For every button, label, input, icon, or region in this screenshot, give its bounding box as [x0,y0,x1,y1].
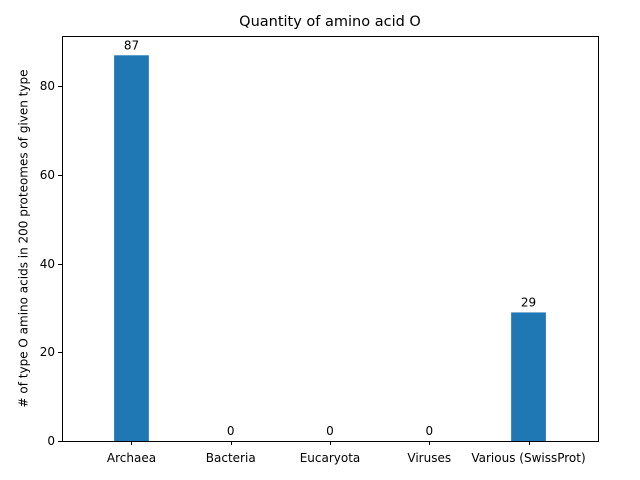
x-tick-label: Various (SwissProt) [471,451,585,465]
plot-frame [62,36,599,442]
data-label: 0 [425,424,433,438]
data-label: 29 [521,295,536,309]
bar [114,55,149,442]
data-label: 87 [124,38,139,52]
bars [114,55,546,442]
bar [511,312,546,441]
data-labels: 87 0 0 0 29 [124,38,536,438]
x-axis: Archaea Bacteria Eucaryota Viruses Various (… [107,441,586,465]
data-label: 0 [227,424,235,438]
y-tick-label: 80 [40,79,55,93]
chart-title: Quantity of amino acid O [239,14,421,30]
x-tick-label: Eucaryota [300,451,361,465]
y-tick-label: 60 [40,168,55,182]
x-tick-label: Bacteria [206,451,256,465]
y-tick-label: 40 [40,257,55,271]
x-tick-label: Viruses [407,451,451,465]
y-tick-label: 0 [47,434,55,448]
y-tick-label: 20 [40,345,55,359]
data-label: 0 [326,424,334,438]
x-tick-label: Archaea [107,451,156,465]
y-axis-label: # of type O amino acids in 200 proteomes… [17,70,31,408]
y-axis: 0 20 40 60 80 [40,79,62,448]
